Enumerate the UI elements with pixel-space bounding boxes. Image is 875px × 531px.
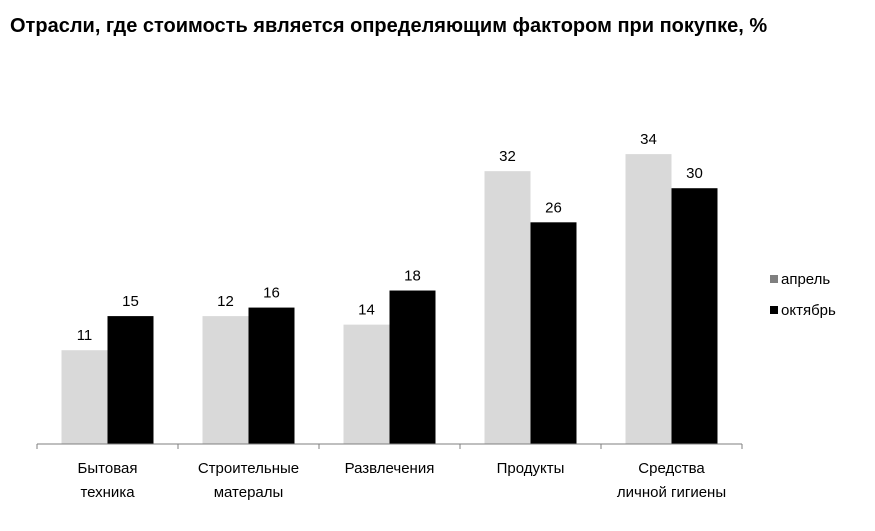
- data-label: 30: [686, 165, 703, 182]
- bar-april-3: [484, 171, 531, 444]
- bar-october-2: [389, 290, 436, 444]
- category-label: Развлечения: [345, 460, 435, 477]
- legend-swatch-october: [770, 306, 778, 314]
- legend-label-october: октябрь: [781, 301, 836, 319]
- data-label: 12: [217, 293, 234, 310]
- legend-item-april: апрель: [770, 270, 836, 288]
- legend-label-april: апрель: [781, 270, 831, 288]
- chart-title: Отрасли, где стоимость является определя…: [10, 15, 768, 37]
- bar-october-4: [671, 188, 718, 444]
- category-label: Строительные: [198, 460, 299, 477]
- bar-april-2: [343, 324, 390, 444]
- bar-april-1: [202, 316, 249, 444]
- data-label: 14: [358, 302, 375, 319]
- bar-october-0: [107, 316, 154, 444]
- category-label: техника: [80, 484, 135, 501]
- bar-october-3: [530, 222, 577, 444]
- data-label: 16: [263, 285, 280, 302]
- data-label: 32: [499, 148, 516, 165]
- bar-april-4: [625, 154, 672, 444]
- bar-april-0: [61, 350, 108, 444]
- data-label: 18: [404, 268, 421, 285]
- data-label: 11: [77, 327, 93, 344]
- data-label: 34: [640, 131, 657, 148]
- data-label: 26: [545, 199, 562, 216]
- legend-item-october: октябрь: [770, 301, 836, 319]
- bar-october-1: [248, 307, 295, 444]
- category-label: личной гигиены: [617, 484, 726, 501]
- category-label: матералы: [214, 484, 284, 501]
- chart-legend: апрель октябрь: [770, 270, 836, 332]
- category-label: Продукты: [497, 460, 565, 477]
- data-label: 15: [122, 293, 139, 310]
- category-label: Средства: [638, 460, 705, 477]
- category-label: Бытовая: [78, 460, 138, 477]
- legend-swatch-april: [770, 275, 778, 283]
